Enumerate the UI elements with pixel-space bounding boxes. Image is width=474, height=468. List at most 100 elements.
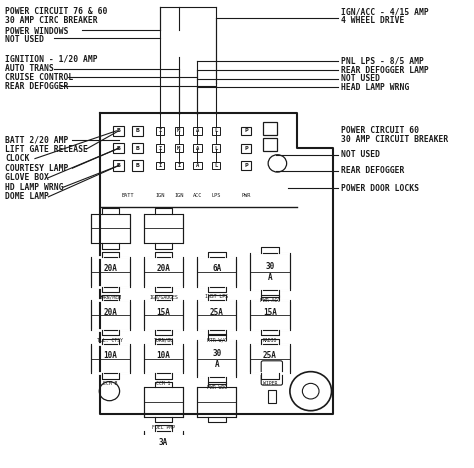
Bar xyxy=(263,122,277,135)
Text: A: A xyxy=(196,163,199,168)
Text: CCM 1: CCM 1 xyxy=(156,381,171,386)
Bar xyxy=(156,127,164,135)
Text: 15A: 15A xyxy=(263,308,277,317)
Text: IGNITION - 1/20 AMP: IGNITION - 1/20 AMP xyxy=(5,55,98,64)
Text: TURN/BU: TURN/BU xyxy=(154,338,173,343)
Bar xyxy=(91,257,130,286)
Text: L: L xyxy=(214,128,218,133)
Text: CLOCK: CLOCK xyxy=(5,154,30,163)
FancyBboxPatch shape xyxy=(261,361,283,385)
Bar xyxy=(197,257,237,286)
Circle shape xyxy=(268,155,287,172)
Bar xyxy=(175,127,183,135)
Text: HTR W/O: HTR W/O xyxy=(207,338,227,343)
Text: B: B xyxy=(117,146,120,151)
Text: NOT USED: NOT USED xyxy=(341,150,380,159)
Bar xyxy=(113,143,124,154)
Bar xyxy=(241,126,251,135)
Text: L: L xyxy=(214,163,218,168)
Bar xyxy=(144,344,183,373)
Text: I: I xyxy=(177,163,181,168)
Bar xyxy=(250,300,290,330)
Text: P: P xyxy=(244,128,248,133)
Text: HORN/MEM: HORN/MEM xyxy=(99,294,122,300)
Text: A: A xyxy=(214,360,219,369)
Bar xyxy=(193,161,201,169)
Text: REAR DEFOGGER: REAR DEFOGGER xyxy=(5,81,69,91)
Text: 30 AMP CIRCUIT BREAKER: 30 AMP CIRCUIT BREAKER xyxy=(341,135,448,144)
Text: ACC: ACC xyxy=(192,192,202,197)
Text: 25A: 25A xyxy=(210,308,224,317)
Text: RADIO: RADIO xyxy=(263,338,277,343)
Text: T.L. CTSY: T.L. CTSY xyxy=(98,338,123,343)
Bar xyxy=(241,161,251,170)
Text: B: B xyxy=(117,128,120,133)
Bar xyxy=(197,387,237,417)
Bar xyxy=(144,431,183,460)
Text: 20A: 20A xyxy=(156,264,171,273)
Bar xyxy=(263,138,277,151)
Text: I: I xyxy=(159,163,162,168)
Text: I: I xyxy=(159,146,162,151)
Text: B: B xyxy=(135,128,139,133)
Text: WIPER: WIPER xyxy=(263,381,277,386)
Text: NOT USED: NOT USED xyxy=(341,74,380,83)
Text: HD LAMP WRNG: HD LAMP WRNG xyxy=(5,183,64,192)
Text: 6A: 6A xyxy=(212,264,221,273)
Bar xyxy=(268,390,276,403)
Bar xyxy=(197,340,237,377)
Text: REAR DEFOGGER LAMP: REAR DEFOGGER LAMP xyxy=(341,66,428,74)
Bar xyxy=(144,214,183,243)
Text: P: P xyxy=(244,163,248,168)
Bar xyxy=(132,161,143,171)
Text: I: I xyxy=(159,128,162,133)
Bar xyxy=(132,125,143,136)
Circle shape xyxy=(99,381,119,401)
Bar xyxy=(91,214,130,243)
Text: L: L xyxy=(214,146,218,151)
Text: 3A: 3A xyxy=(159,438,168,447)
Text: A: A xyxy=(196,146,199,151)
Text: 30 AMP CIRC BREAKER: 30 AMP CIRC BREAKER xyxy=(5,16,98,25)
Text: REAR DEFOGGER: REAR DEFOGGER xyxy=(341,166,404,176)
Text: M: M xyxy=(177,128,181,133)
Bar xyxy=(91,344,130,373)
Text: LIFT GATE RELEASE: LIFT GATE RELEASE xyxy=(5,145,88,154)
Text: A: A xyxy=(268,273,272,282)
Bar xyxy=(250,344,290,373)
Text: IGN: IGN xyxy=(155,192,165,197)
Text: ECM B: ECM B xyxy=(103,381,118,386)
Circle shape xyxy=(290,372,331,411)
Bar xyxy=(113,125,124,136)
Text: AUTO TRANS: AUTO TRANS xyxy=(5,64,54,73)
Bar xyxy=(212,127,220,135)
Text: DOME LAMP: DOME LAMP xyxy=(5,192,49,201)
Text: BATT 2/20 AMP: BATT 2/20 AMP xyxy=(5,136,69,145)
Text: BATT: BATT xyxy=(122,192,134,197)
Text: PWR WDO: PWR WDO xyxy=(207,385,227,390)
Text: B: B xyxy=(135,146,139,151)
Bar xyxy=(132,143,143,154)
Bar xyxy=(193,144,201,152)
Text: POWER WINDOWS: POWER WINDOWS xyxy=(5,27,69,36)
Text: M: M xyxy=(177,146,181,151)
Text: B: B xyxy=(135,163,139,168)
Text: PNL LPS - 8/5 AMP: PNL LPS - 8/5 AMP xyxy=(341,57,424,66)
Text: IGN: IGN xyxy=(174,192,183,197)
Bar xyxy=(175,161,183,169)
Bar xyxy=(156,144,164,152)
Text: A: A xyxy=(196,128,199,133)
Text: NOT USED: NOT USED xyxy=(5,35,45,44)
Text: 30: 30 xyxy=(265,262,274,271)
Text: COURTESY LAMP: COURTESY LAMP xyxy=(5,164,69,173)
Text: CRUISE CONTROL: CRUISE CONTROL xyxy=(5,73,73,82)
Text: 25A: 25A xyxy=(263,351,277,360)
Text: POWER DOOR LOCKS: POWER DOOR LOCKS xyxy=(341,183,419,193)
Text: P: P xyxy=(244,146,248,151)
Bar xyxy=(175,144,183,152)
Text: IGN/ACC - 4/15 AMP: IGN/ACC - 4/15 AMP xyxy=(341,7,428,16)
Text: 10A: 10A xyxy=(156,351,171,360)
Bar xyxy=(212,161,220,169)
Text: POWER CIRCUIT 76 & 60: POWER CIRCUIT 76 & 60 xyxy=(5,7,108,16)
Bar xyxy=(212,144,220,152)
